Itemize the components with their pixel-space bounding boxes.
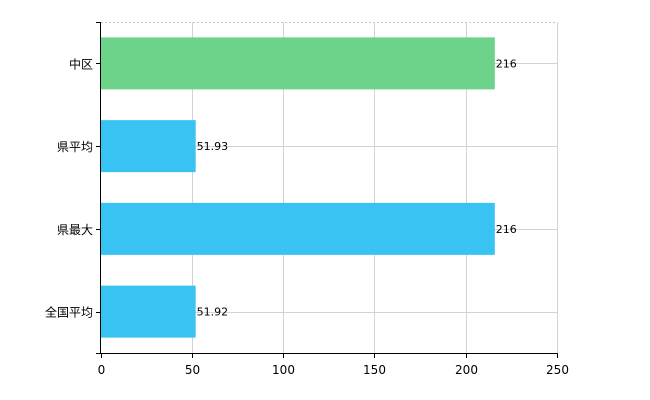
- y-tick-label: 県最大: [57, 223, 93, 237]
- bar-1: [101, 37, 495, 90]
- axes: [100, 22, 558, 354]
- data-label-2: 51.93: [197, 140, 229, 153]
- bar-4: [101, 285, 196, 338]
- data-label-1: 216: [496, 57, 517, 70]
- x-axis-ticks: 0 50 100 150 200 250: [98, 353, 569, 377]
- bar-3: [101, 202, 495, 255]
- x-tick-label: 0: [98, 363, 106, 377]
- data-label-3: 216: [496, 223, 517, 236]
- x-tick-label: 250: [546, 363, 569, 377]
- x-tick-label: 150: [363, 363, 386, 377]
- x-tick-label: 100: [272, 363, 295, 377]
- y-tick-label: 全国平均: [45, 305, 93, 320]
- data-labels: 216 51.93 216 51.92: [197, 57, 517, 318]
- bars: [101, 37, 495, 338]
- x-tick-label: 50: [185, 363, 200, 377]
- bar-2: [101, 120, 196, 173]
- x-tick-label: 200: [455, 363, 478, 377]
- y-tick-label: 中区: [69, 56, 93, 71]
- y-tick-label: 県平均: [57, 140, 93, 154]
- data-label-4: 51.92: [197, 306, 229, 319]
